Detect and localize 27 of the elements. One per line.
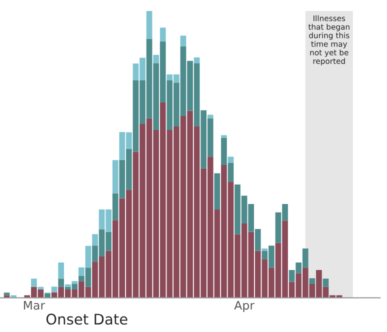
bar <box>58 278 64 287</box>
bar <box>228 156 234 163</box>
bar <box>262 248 268 251</box>
bar <box>64 284 71 287</box>
bar <box>153 54 160 64</box>
bar <box>207 114 214 118</box>
x-tick-label: Mar <box>24 300 46 310</box>
bar <box>78 267 84 276</box>
bar <box>85 246 92 268</box>
bar <box>72 281 78 284</box>
bar <box>51 286 58 292</box>
x-tick-label: Apr <box>234 300 255 312</box>
bar <box>221 135 227 138</box>
bar <box>31 278 37 287</box>
bar <box>160 28 166 42</box>
bar <box>112 160 118 194</box>
bar <box>38 286 44 290</box>
bar <box>180 36 186 47</box>
bar <box>58 262 64 279</box>
x-axis-title: Onset Date <box>46 314 128 325</box>
bar <box>4 292 10 296</box>
bar <box>194 57 200 64</box>
bar <box>322 278 329 287</box>
bar <box>146 10 152 39</box>
bar <box>92 234 98 246</box>
bar <box>214 173 220 210</box>
bar <box>309 278 316 284</box>
